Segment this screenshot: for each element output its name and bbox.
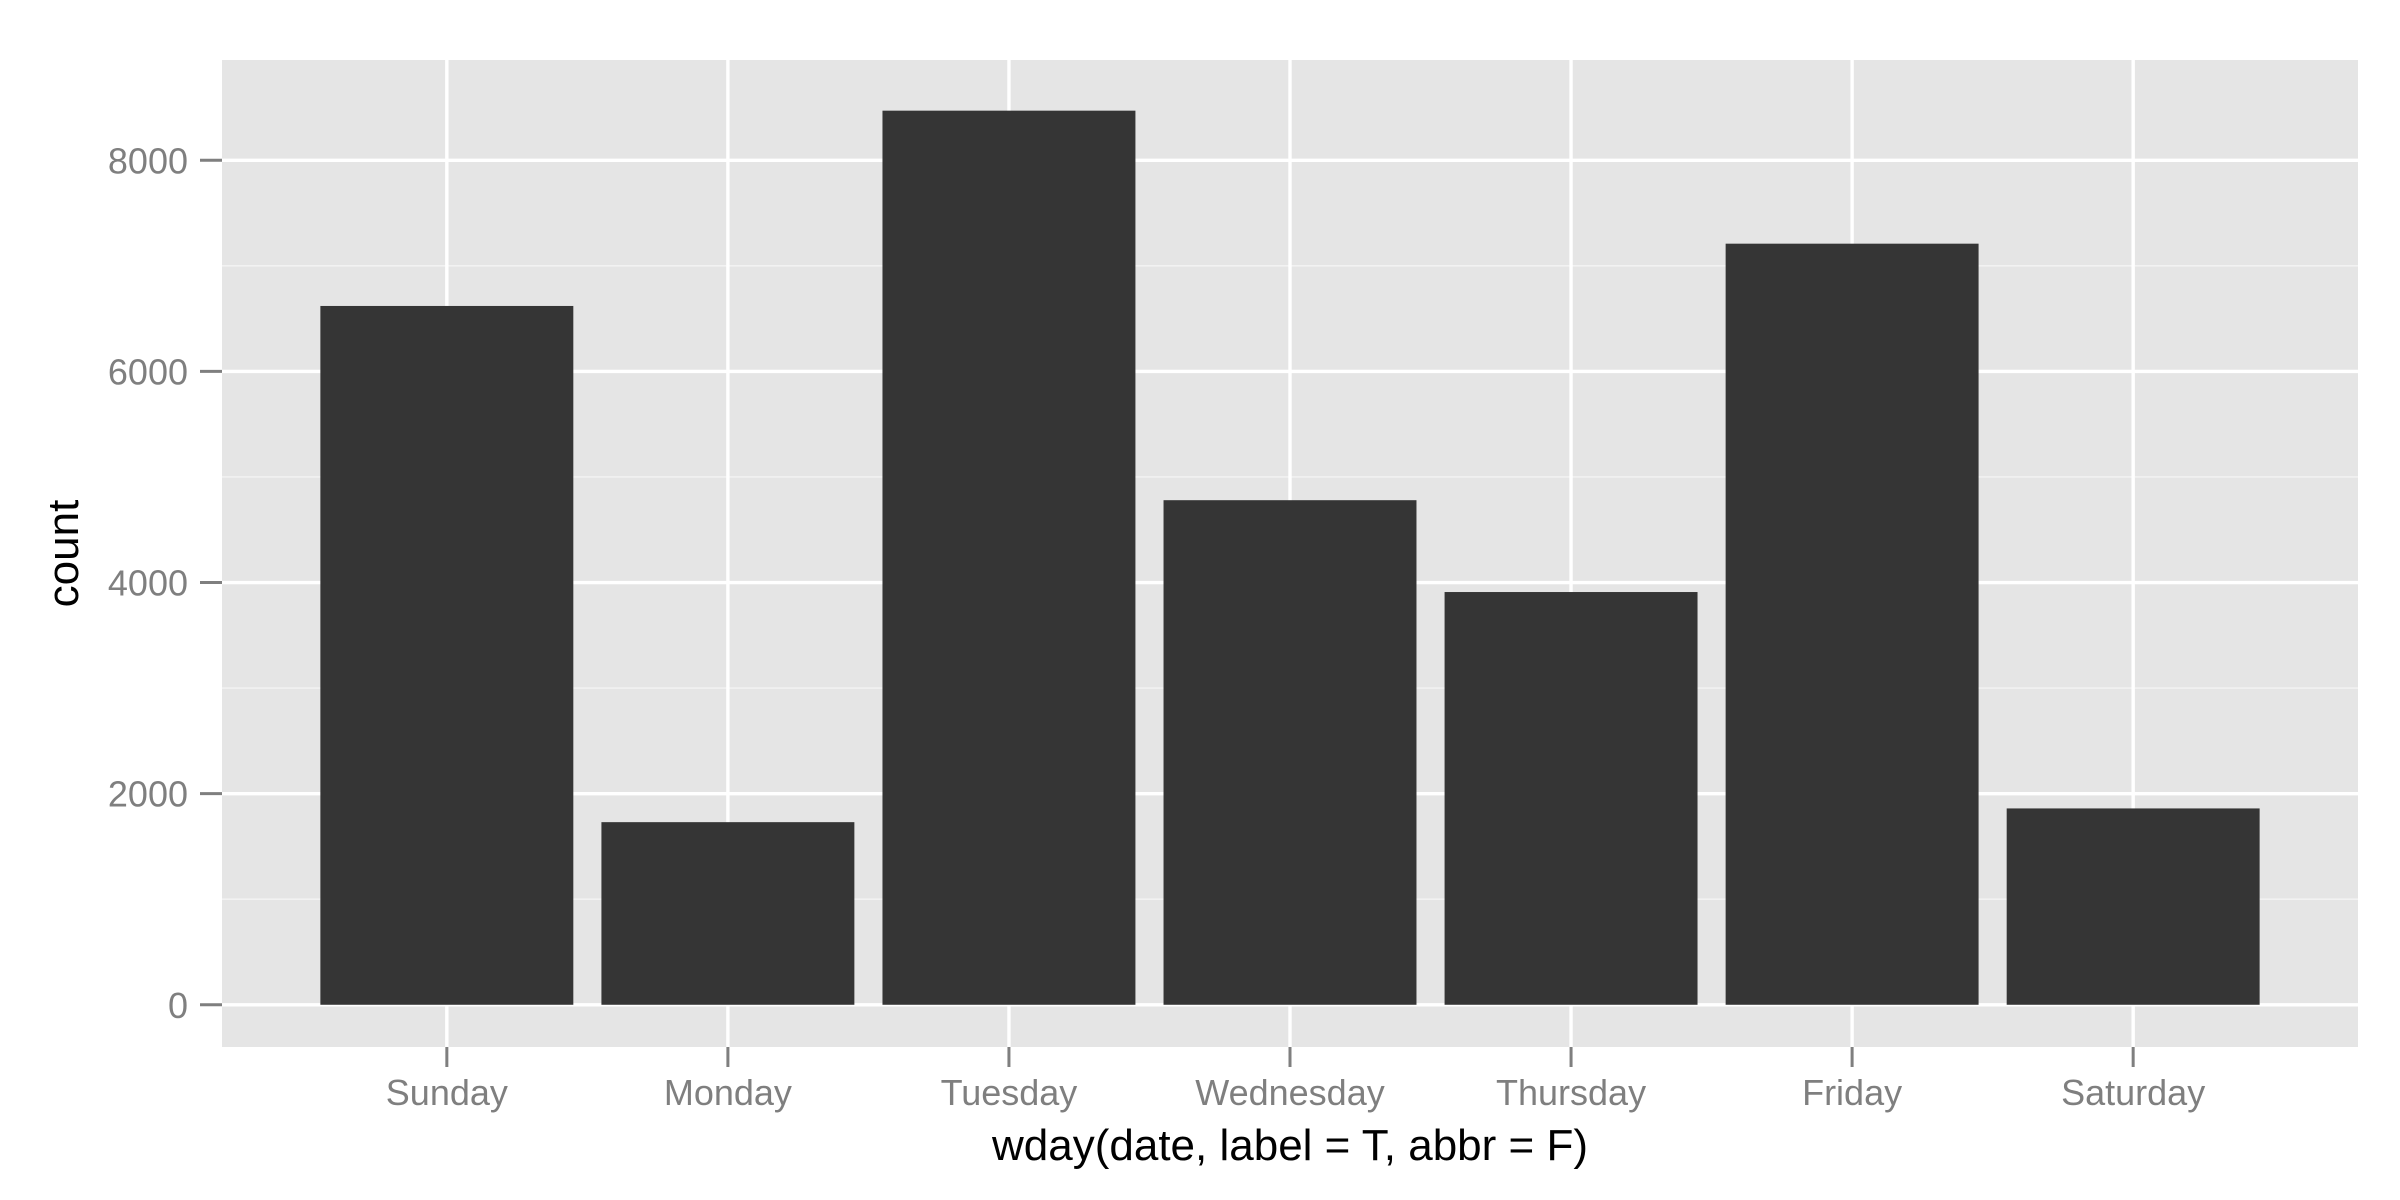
x-axis-title: wday(date, label = T, abbr = F) (991, 1121, 1588, 1170)
x-tick-label: Sunday (386, 1072, 508, 1113)
x-tick-label: Monday (664, 1072, 792, 1113)
y-axis-title: count (39, 500, 88, 608)
bar-saturday (2006, 808, 2260, 1005)
bar-wednesday (1163, 500, 1417, 1005)
y-tick-label: 8000 (108, 140, 188, 181)
bar-monday (601, 822, 855, 1005)
y-tick-label: 2000 (108, 774, 188, 815)
bars (320, 110, 2260, 1005)
y-tick-label: 0 (168, 985, 188, 1026)
x-tick-label: Saturday (2061, 1072, 2205, 1113)
y-tick-label: 6000 (108, 351, 188, 392)
bar-thursday (1444, 592, 1698, 1005)
x-tick-label: Wednesday (1195, 1072, 1384, 1113)
x-tick-label: Thursday (1496, 1072, 1646, 1113)
x-axis: Sunday Monday Tuesday Wednesday Thursday Frid… (386, 1047, 2205, 1113)
x-tick-label: Friday (1802, 1072, 1902, 1113)
bar-sunday (320, 305, 574, 1005)
y-tick-label: 4000 (108, 563, 188, 604)
bar-tuesday (882, 110, 1136, 1005)
y-axis: 0 2000 4000 6000 8000 (108, 140, 222, 1026)
bar-friday (1725, 243, 1979, 1005)
x-tick-label: Tuesday (941, 1072, 1078, 1113)
